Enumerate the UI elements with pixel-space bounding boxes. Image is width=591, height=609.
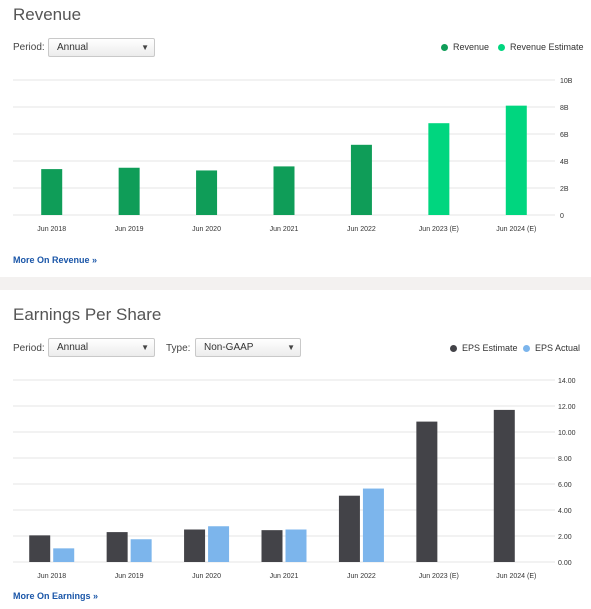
- x-tick-label: Jun 2020: [192, 573, 221, 580]
- bar-eps-estimate-jun-2020: [184, 529, 206, 562]
- legend-dot-icon: [498, 44, 505, 51]
- legend-eps-actual-label: EPS Actual: [535, 343, 581, 353]
- x-tick-label: Jun 2023 (E): [419, 226, 459, 233]
- y-tick-label: 8B: [560, 105, 569, 112]
- revenue-panel: Revenue Period: Annual ▼ Revenue Revenue…: [0, 0, 591, 277]
- more-on-earnings-link[interactable]: More On Earnings »: [13, 591, 99, 601]
- bar-eps-actual-jun-2022: [362, 488, 384, 562]
- y-tick-label: 4.00: [558, 508, 572, 515]
- revenue-period-label: Period:: [13, 42, 45, 53]
- bar-revenue-jun-2019: [118, 167, 140, 215]
- chevron-down-icon: ▼: [141, 343, 149, 352]
- x-tick-label: Jun 2019: [115, 226, 144, 233]
- revenue-title: Revenue: [13, 5, 82, 24]
- y-tick-label: 2.00: [558, 534, 572, 541]
- legend-revenue[interactable]: Revenue: [441, 42, 489, 52]
- eps-period-select[interactable]: Annual ▼: [48, 338, 155, 357]
- legend-revenue-estimate[interactable]: Revenue Estimate: [498, 42, 584, 52]
- x-tick-label: Jun 2021: [270, 573, 299, 580]
- bar-revenue-jun-2021: [273, 166, 295, 215]
- bar-eps-actual-jun-2018: [53, 548, 75, 562]
- eps-type-value: Non-GAAP: [204, 342, 254, 353]
- x-tick-label: Jun 2018: [37, 573, 66, 580]
- eps-period-value: Annual: [57, 342, 89, 353]
- bar-eps-estimate-jun-2024-e: [493, 409, 515, 562]
- bar-eps-estimate-jun-2022: [338, 495, 360, 562]
- bar-eps-estimate-jun-2019: [106, 532, 128, 562]
- more-on-revenue-link[interactable]: More On Revenue »: [13, 255, 98, 265]
- bar-revenue-estimate-jun-2023-e: [428, 123, 450, 215]
- legend-eps-estimate-label: EPS Estimate: [462, 343, 518, 353]
- legend-revenue-estimate-label: Revenue Estimate: [510, 42, 584, 52]
- bar-eps-estimate-jun-2018: [29, 535, 51, 562]
- eps-panel: Earnings Per Share Period: Annual ▼ Type…: [0, 290, 591, 609]
- y-tick-label: 4B: [560, 159, 569, 166]
- y-tick-label: 0: [560, 213, 564, 220]
- revenue-period-select[interactable]: Annual ▼: [48, 38, 155, 57]
- x-tick-label: Jun 2022: [347, 573, 376, 580]
- legend-dot-icon: [450, 345, 457, 352]
- bar-revenue-estimate-jun-2024-e: [505, 105, 527, 215]
- eps-period-label: Period:: [13, 343, 45, 354]
- y-tick-label: 10.00: [558, 430, 576, 437]
- x-tick-label: Jun 2019: [115, 573, 144, 580]
- revenue-chart: 0 2B 4B 6B 8B 10B Jun 2018 Jun 2019 Jun 2020 Jun …: [13, 78, 573, 233]
- x-tick-label: Jun 2021: [270, 226, 299, 233]
- revenue-period-value: Annual: [57, 42, 89, 53]
- chevron-down-icon: ▼: [141, 43, 149, 52]
- bar-eps-actual-jun-2020: [208, 526, 230, 562]
- bar-eps-estimate-jun-2023-e: [416, 421, 438, 562]
- eps-type-label: Type:: [166, 343, 191, 354]
- x-tick-label: Jun 2022: [347, 226, 376, 233]
- bar-eps-actual-jun-2019: [130, 539, 152, 562]
- legend-dot-icon: [523, 345, 530, 352]
- x-tick-label: Jun 2024 (E): [496, 573, 536, 580]
- bar-revenue-jun-2018: [41, 169, 63, 215]
- chevron-down-icon: ▼: [287, 343, 295, 352]
- legend-revenue-label: Revenue: [453, 42, 490, 52]
- y-tick-label: 14.00: [558, 378, 576, 385]
- x-tick-label: Jun 2018: [37, 226, 66, 233]
- legend-eps-actual[interactable]: EPS Actual: [523, 343, 580, 353]
- y-tick-label: 8.00: [558, 456, 572, 463]
- legend-eps-estimate[interactable]: EPS Estimate: [450, 343, 518, 353]
- x-tick-label: Jun 2023 (E): [419, 573, 459, 580]
- eps-chart: 0.00 2.00 4.00 6.00 8.00 10.00 12.00 14.00 Jun 2…: [13, 378, 576, 580]
- y-tick-label: 0.00: [558, 560, 572, 567]
- bar-revenue-jun-2022: [350, 144, 372, 215]
- y-tick-label: 12.00: [558, 404, 576, 411]
- legend-dot-icon: [441, 44, 448, 51]
- x-tick-label: Jun 2024 (E): [496, 226, 536, 233]
- eps-type-select[interactable]: Non-GAAP ▼: [195, 338, 301, 357]
- bar-eps-estimate-jun-2021: [261, 530, 283, 562]
- y-tick-label: 6.00: [558, 482, 572, 489]
- x-tick-label: Jun 2020: [192, 226, 221, 233]
- y-tick-label: 6B: [560, 132, 569, 139]
- eps-title: Earnings Per Share: [13, 305, 162, 324]
- bar-revenue-jun-2020: [196, 170, 218, 215]
- y-tick-label: 2B: [560, 186, 569, 193]
- y-tick-label: 10B: [560, 78, 573, 85]
- bar-eps-actual-jun-2021: [285, 529, 307, 562]
